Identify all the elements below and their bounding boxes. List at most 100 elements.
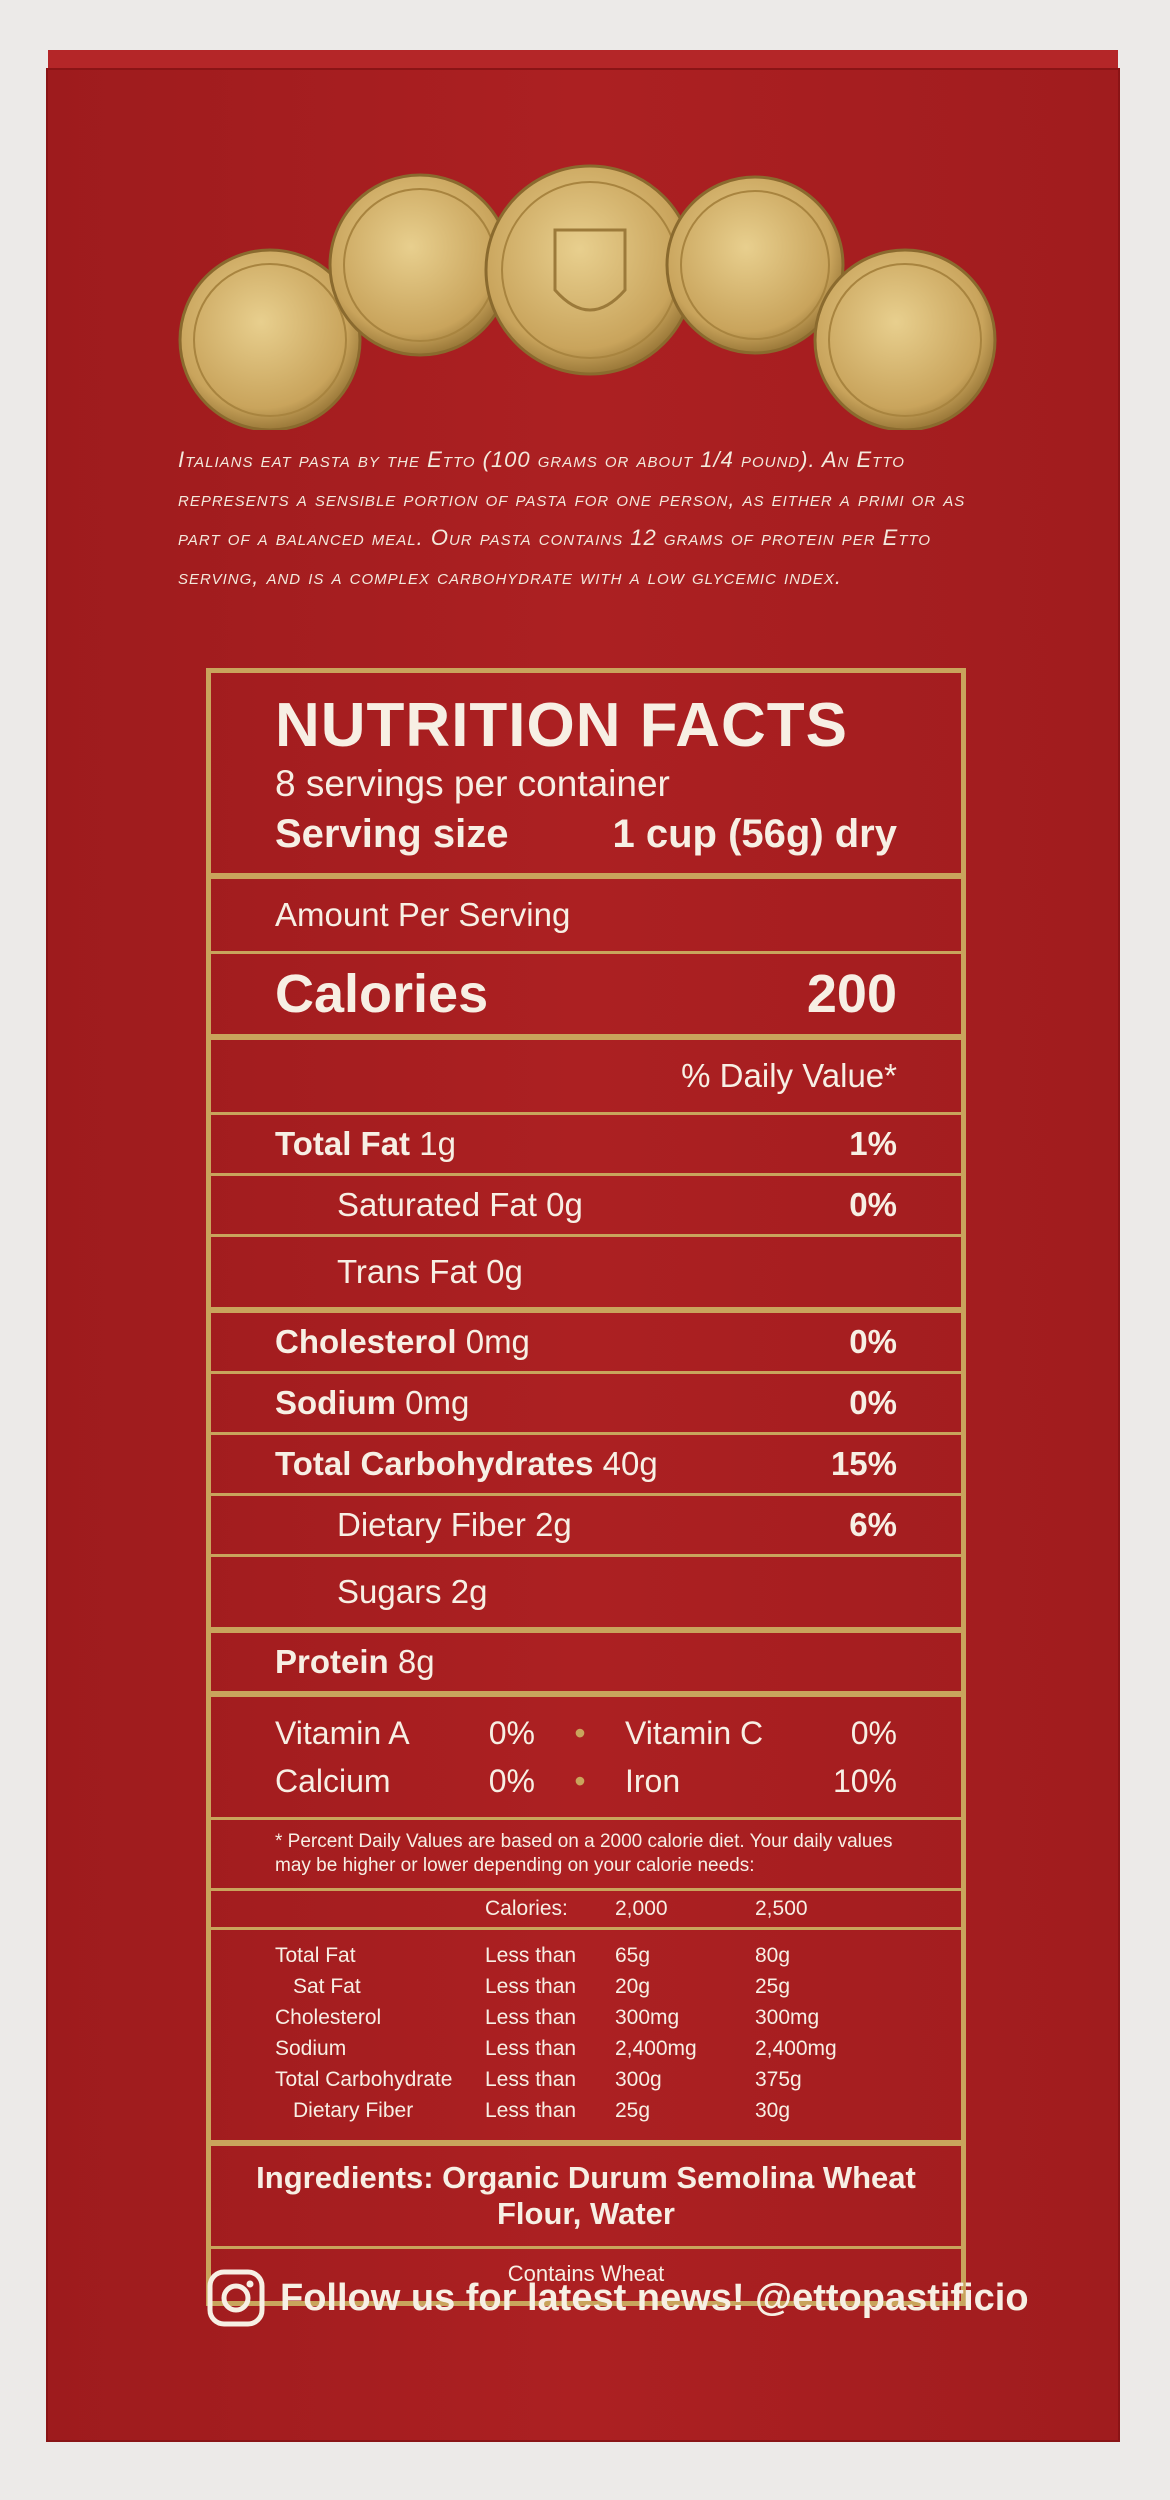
reference-cell: Less than <box>485 2068 577 2091</box>
nutrient-row: Cholesterol 0mg 0% <box>211 1313 961 1371</box>
intro-text: Italians eat pasta by the Etto (100 gram… <box>178 447 966 589</box>
nutrient-label: Sugars <box>337 1573 442 1610</box>
reference-cell: Less than <box>485 2037 577 2060</box>
nutrient-label: Saturated Fat <box>337 1186 537 1223</box>
nutrient-amount: 0g <box>546 1186 583 1223</box>
social-link: Follow us for latest news! @ettopastific… <box>206 2268 1029 2328</box>
reference-row: Sodium Less than 2,400mg 2,400mg <box>275 2033 897 2064</box>
amount-per-serving: Amount Per Serving <box>275 896 571 933</box>
divider <box>211 1173 961 1176</box>
footnote: * Percent Daily Values are based on a 20… <box>275 1831 893 1876</box>
divider <box>211 1432 961 1435</box>
nutrient-amount: 2g <box>450 1573 488 1610</box>
serving-size-label: Serving size <box>275 812 509 856</box>
divider <box>211 2246 961 2249</box>
coin-illustrations <box>178 164 997 430</box>
nutrient-row: Trans Fat 0g <box>211 1237 961 1307</box>
nutrient-dv: 6% <box>849 1506 897 1543</box>
nutrient-amount: 0mg <box>405 1384 470 1421</box>
divider <box>211 1493 961 1496</box>
package-side <box>48 70 1118 2440</box>
nutrient-rows: Total Fat 1g 1% Saturated Fat 0g 0% Trans Fa… <box>211 1112 961 1691</box>
reference-row: Total Fat Less than 65g 80g <box>275 1940 897 1971</box>
divider <box>211 1371 961 1374</box>
reference-cell: Total Carbohydrate <box>275 2068 453 2091</box>
reference-cell: Less than <box>485 1975 577 1998</box>
dv-header: % Daily Value* <box>681 1057 897 1094</box>
nutrient-dv: 1% <box>849 1125 897 1162</box>
nutrient-row: Protein 8g <box>211 1633 961 1691</box>
reference-table: Total Fat Less than 65g 80g Sat Fat Less than… <box>211 1930 961 2140</box>
vitamin-dv: 10% <box>832 1763 897 1799</box>
nutrient-label: Trans Fat <box>337 1253 477 1290</box>
nutrient-amount: 1g <box>419 1125 456 1162</box>
divider <box>211 1307 961 1313</box>
reference-cell: 25g <box>615 2099 651 2122</box>
vitamin-name: Calcium <box>275 1763 391 1799</box>
coin <box>484 164 696 376</box>
divider <box>211 1817 961 1820</box>
reference-cell: 25g <box>755 1975 791 1998</box>
nutrient-dv: 0% <box>849 1323 897 1360</box>
nutrient-name-amount: Cholesterol 0mg <box>275 1323 530 1361</box>
reference-cell: Less than <box>485 2006 577 2029</box>
divider <box>211 2140 961 2146</box>
coin <box>813 248 997 430</box>
nutrient-name-amount: Saturated Fat 0g <box>337 1186 583 1224</box>
reference-cell: 300mg <box>755 2006 820 2029</box>
reference-cell: Sodium <box>275 2037 347 2060</box>
vitamins: Vitamin A 0% • Vitamin C 0% Calcium 0% •… <box>211 1697 961 1817</box>
divider <box>211 1691 961 1697</box>
nutrition-label: NUTRITION FACTS 8 servings per container… <box>206 668 966 2306</box>
coin <box>665 175 845 355</box>
nutrient-name-amount: Sugars 2g <box>337 1573 487 1611</box>
reference-cell: Less than <box>485 2099 577 2122</box>
reference-cell: Sat Fat <box>293 1975 361 1998</box>
divider <box>211 1234 961 1237</box>
vitamin-name: Iron <box>625 1763 681 1799</box>
nutrient-dv: 0% <box>849 1186 897 1223</box>
vitamin-name: Vitamin A <box>275 1715 410 1751</box>
divider <box>211 1888 961 1891</box>
dv-header-row: % Daily Value* <box>211 1040 961 1112</box>
reference-cell: Less than <box>485 1944 577 1967</box>
nutrient-row: Sugars 2g <box>211 1557 961 1627</box>
divider <box>211 873 961 879</box>
nutrient-amount: 0g <box>486 1253 523 1290</box>
serving-size: Serving size 1 cup (56g) dry <box>275 809 897 859</box>
reference-cell: 20g <box>615 1975 651 1998</box>
divider <box>211 951 961 954</box>
reference-header-cell: Calories: <box>485 1897 568 1920</box>
vitamin-dv: 0% <box>488 1763 535 1799</box>
nutrient-dv: 15% <box>830 1445 897 1482</box>
reference-cell: Cholesterol <box>275 2006 382 2029</box>
divider <box>211 1627 961 1633</box>
coin <box>178 248 362 430</box>
nutrient-label: Dietary Fiber <box>337 1506 526 1543</box>
reference-cell: Total Fat <box>275 1944 356 1967</box>
bullet: • <box>574 1715 586 1751</box>
divider <box>211 1034 961 1040</box>
calories-value: 200 <box>806 964 897 1024</box>
divider <box>211 1927 961 1930</box>
nutrient-amount: 0mg <box>465 1323 530 1360</box>
calories-label: Calories <box>275 964 489 1024</box>
reference-cell: 2,400mg <box>615 2037 697 2060</box>
nutrient-name-amount: Total Carbohydrates 40g <box>275 1445 658 1483</box>
calories-row: Calories 200 <box>211 954 961 1034</box>
servings: 8 servings per container <box>275 763 670 804</box>
nutrient-amount: 40g <box>602 1445 658 1482</box>
nutrient-label: Protein <box>275 1643 389 1680</box>
reference-cell: 80g <box>755 1944 791 1967</box>
ingredients: Ingredients: Organic Durum Semolina Whea… <box>256 2160 916 2231</box>
nutrient-amount: 8g <box>397 1643 435 1680</box>
reference-cell: 375g <box>755 2068 802 2091</box>
divider <box>211 1112 961 1115</box>
reference-row: Cholesterol Less than 300mg 300mg <box>275 2002 897 2033</box>
amount-row: Amount Per Serving <box>211 879 961 951</box>
nutrient-name-amount: Protein 8g <box>275 1643 435 1681</box>
vitamin-name: Vitamin C <box>625 1715 764 1751</box>
label-title: NUTRITION FACTS <box>275 691 848 760</box>
reference-cell: Dietary Fiber <box>293 2099 414 2122</box>
